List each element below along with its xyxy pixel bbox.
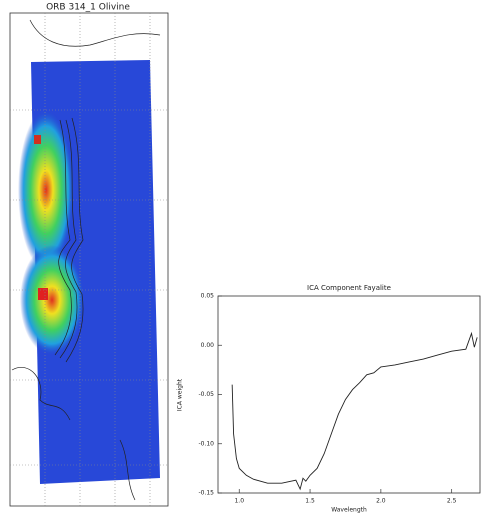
y-tick-label: 0.05 <box>201 293 215 300</box>
y-tick-label: -0.15 <box>198 490 214 497</box>
map-hotspot <box>34 135 41 144</box>
x-tick-label: 2.0 <box>376 498 386 505</box>
y-tick-label: 0.00 <box>201 342 215 349</box>
x-tick-label: 2.5 <box>447 498 457 505</box>
map-title: ORB 314_1 Olivine <box>46 3 130 13</box>
data-line <box>232 333 477 489</box>
x-tick-label: 1.0 <box>234 498 244 505</box>
y-axis-label: ICA weight <box>177 378 184 411</box>
chart-title: ICA Component Fayalite <box>307 284 391 292</box>
map-hotspot <box>20 245 84 355</box>
page: ORB 314_1 Olivine ICA Component Fayalite… <box>0 0 490 518</box>
x-axis-label: Wavelength <box>331 507 367 514</box>
y-tick-label: -0.10 <box>198 440 214 447</box>
line-chart: ICA Component Fayalite Wavelength ICA we… <box>177 284 481 514</box>
x-tick-label: 1.5 <box>305 498 315 505</box>
y-tick-label: -0.05 <box>198 391 214 398</box>
map-panel: ORB 314_1 Olivine <box>10 3 168 507</box>
